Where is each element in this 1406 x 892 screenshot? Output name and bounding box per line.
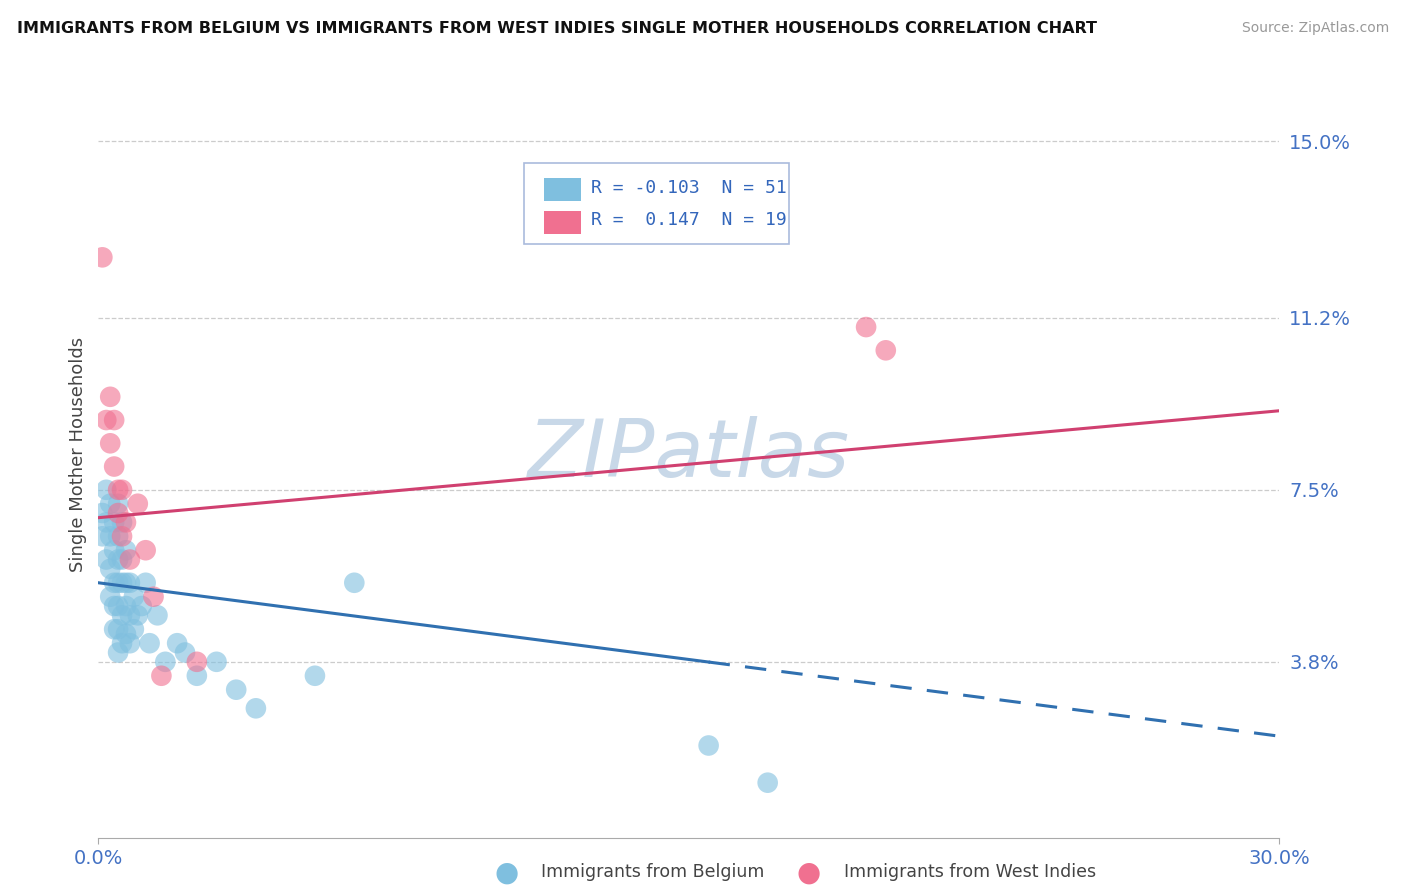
Point [127,608,149,623]
Text: ●: ● [796,858,821,887]
Point [135,543,157,558]
Point [107,575,129,590]
Point [107,483,129,497]
Point [96,413,118,427]
Point [96,483,118,497]
Point [103,599,125,613]
Point [111,529,134,543]
Point [118,636,141,650]
Point [103,575,125,590]
Point [111,608,134,623]
Point [111,575,134,590]
Point [174,646,197,660]
Point [98,590,121,604]
Point [155,655,177,669]
Point [103,543,125,558]
Point [111,636,134,650]
Text: Source: ZipAtlas.com: Source: ZipAtlas.com [1241,21,1389,35]
Point [98,529,121,543]
FancyBboxPatch shape [523,163,789,244]
Bar [544,211,582,234]
Point [142,590,165,604]
Point [91,250,114,264]
Point [205,655,228,669]
Point [166,636,188,650]
Point [96,516,118,530]
Y-axis label: Single Mother Households: Single Mother Households [69,337,87,573]
Point [245,701,267,715]
Point [103,459,125,474]
Point [122,590,145,604]
Point [107,529,129,543]
Point [304,669,326,683]
Point [107,599,129,613]
Point [150,669,173,683]
Point [138,636,160,650]
Text: ●: ● [494,858,519,887]
Point [131,599,153,613]
Text: IMMIGRANTS FROM BELGIUM VS IMMIGRANTS FROM WEST INDIES SINGLE MOTHER HOUSEHOLDS : IMMIGRANTS FROM BELGIUM VS IMMIGRANTS FR… [17,21,1097,36]
Point [111,483,134,497]
Point [107,552,129,566]
Point [107,622,129,636]
Point [343,575,366,590]
Text: R =  0.147  N = 19: R = 0.147 N = 19 [591,211,787,228]
Point [98,497,121,511]
Point [855,320,877,334]
Point [103,622,125,636]
Point [115,516,138,530]
Point [118,608,141,623]
Point [135,575,157,590]
Point [122,622,145,636]
Point [186,669,208,683]
Text: R = -0.103  N = 51: R = -0.103 N = 51 [591,178,787,196]
Text: Immigrants from West Indies: Immigrants from West Indies [844,863,1095,881]
Point [96,552,118,566]
Point [107,506,129,520]
Point [127,497,149,511]
Point [115,627,138,641]
Point [756,775,779,789]
Point [875,343,897,358]
Point [146,608,169,623]
Point [107,646,129,660]
Point [91,529,114,543]
Point [115,543,138,558]
Text: ZIPatlas: ZIPatlas [527,416,851,494]
Point [115,599,138,613]
Text: Immigrants from Belgium: Immigrants from Belgium [541,863,765,881]
Point [697,739,720,753]
Point [111,516,134,530]
Point [107,497,129,511]
Point [103,516,125,530]
Point [225,682,247,697]
Point [98,562,121,576]
Point [118,575,141,590]
Point [98,390,121,404]
Point [111,552,134,566]
Point [118,552,141,566]
Bar [544,178,582,202]
Point [98,436,121,450]
Point [115,575,138,590]
Point [186,655,208,669]
Point [91,506,114,520]
Point [103,413,125,427]
